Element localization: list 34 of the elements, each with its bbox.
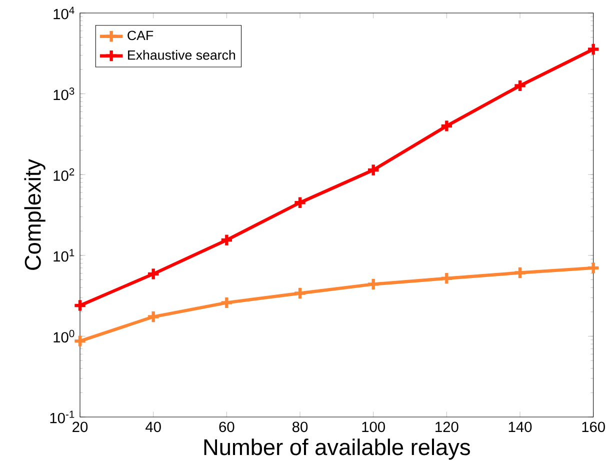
point bbox=[220, 233, 234, 247]
y-axis-title: Complexity bbox=[24, 159, 46, 270]
point bbox=[440, 119, 454, 133]
point bbox=[513, 78, 527, 93]
point bbox=[366, 277, 380, 292]
y-tick-label: 10$^{0}$ bbox=[54, 330, 74, 343]
point bbox=[293, 286, 307, 300]
x-tick-label: 120 bbox=[436, 422, 458, 432]
point bbox=[586, 260, 600, 275]
x-tick-label: 140 bbox=[508, 422, 532, 432]
x-tick-label: 160 bbox=[582, 422, 605, 432]
y-tick-label: 10$^{1}$ bbox=[54, 249, 74, 262]
point bbox=[146, 310, 160, 324]
y-tick-label: 10$^{-1}$ bbox=[50, 410, 74, 424]
point bbox=[366, 163, 380, 177]
x-tick-label: 100 bbox=[362, 422, 385, 432]
y-tick-label: 10$^{2}$ bbox=[54, 168, 74, 181]
x-tick-label: 40 bbox=[146, 422, 161, 432]
y-tick-label: 10$^{3}$ bbox=[54, 87, 74, 100]
point bbox=[73, 298, 87, 312]
point bbox=[146, 266, 160, 281]
point bbox=[586, 42, 600, 56]
x-axis-title: Number of available relays bbox=[204, 438, 470, 460]
legend-label: CAF bbox=[128, 30, 154, 40]
x-tick-label: 80 bbox=[292, 422, 308, 432]
point bbox=[220, 296, 234, 310]
point bbox=[513, 266, 527, 280]
legend-label: Exhaustive search bbox=[128, 50, 236, 60]
point bbox=[440, 271, 454, 286]
y-tick-label: 10$^{4}$ bbox=[54, 6, 74, 20]
x-tick-label: 60 bbox=[219, 422, 234, 432]
point bbox=[73, 334, 87, 348]
point bbox=[293, 196, 307, 210]
x-tick-label: 20 bbox=[72, 422, 88, 432]
